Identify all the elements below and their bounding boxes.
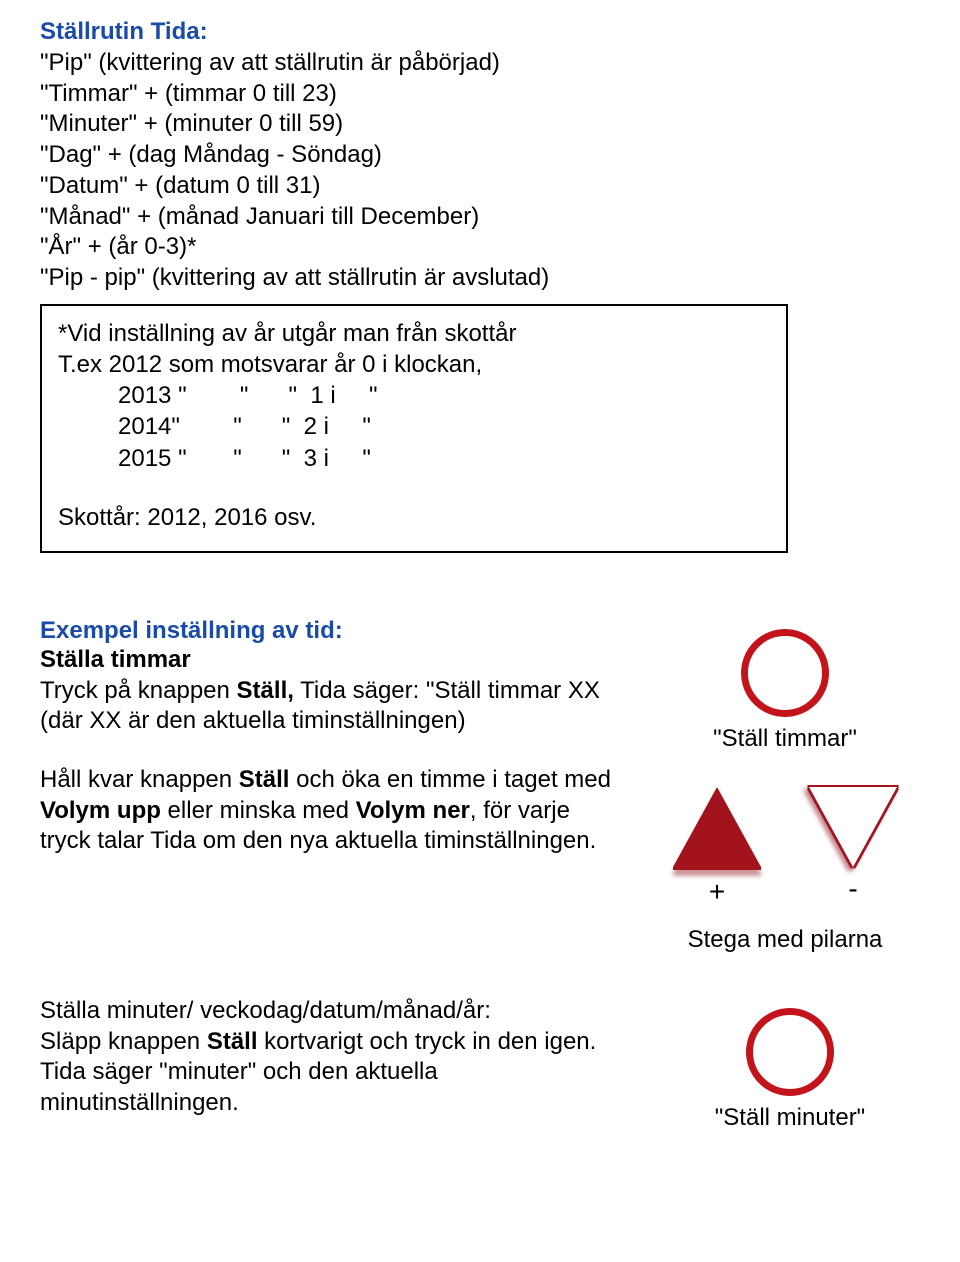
text: Tryck på knappen bbox=[40, 677, 237, 704]
text: Släpp knappen bbox=[40, 1028, 207, 1055]
triangle-down-icon bbox=[809, 787, 897, 867]
note-box: *Vid inställning av år utgår man från sk… bbox=[40, 304, 788, 553]
routine-line: "År" + (år 0-3)* bbox=[40, 232, 920, 263]
box-line: 2014" " " 2 i " bbox=[58, 411, 770, 442]
circle-caption-2: "Ställ minuter" bbox=[715, 1104, 865, 1132]
plus-label: + bbox=[709, 876, 725, 908]
box-line: T.ex 2012 som motsvarar år 0 i klockan, bbox=[58, 349, 770, 380]
box-line: 2013 " " " 1 i " bbox=[58, 380, 770, 411]
routine-line: "Datum" + (datum 0 till 31) bbox=[40, 171, 920, 202]
routine-line: "Dag" + (dag Måndag - Söndag) bbox=[40, 140, 920, 171]
minus-label: - bbox=[848, 873, 857, 905]
circle-caption: "Ställ timmar" bbox=[713, 725, 857, 753]
text-bold: Ställ, bbox=[237, 677, 294, 704]
arrows-caption: Stega med pilarna bbox=[688, 926, 883, 954]
circle-icon bbox=[741, 629, 829, 717]
example-subheading: Ställa timmar bbox=[40, 645, 620, 676]
routine-line: "Månad" + (månad Januari till December) bbox=[40, 202, 920, 233]
arrows-row: + - bbox=[673, 787, 897, 908]
routine-line: "Timmar" + (timmar 0 till 23) bbox=[40, 79, 920, 110]
document-page: Ställrutin Tida: "Pip" (kvittering av at… bbox=[0, 0, 960, 1162]
text-bold: Ställ bbox=[207, 1028, 258, 1055]
text-bold: Volym ner bbox=[356, 797, 470, 824]
main-heading: Ställrutin Tida: bbox=[40, 18, 920, 46]
routine-line: "Pip" (kvittering av att ställrutin är p… bbox=[40, 48, 920, 79]
routine-line: "Pip - pip" (kvittering av att ställruti… bbox=[40, 263, 920, 294]
text: och öka en timme i taget med bbox=[289, 766, 611, 793]
minutes-heading: Ställa minuter/ veckodag/datum/månad/år: bbox=[40, 996, 620, 1027]
controls-column: "Ställ timmar" + - Stega med pilarna bbox=[620, 617, 920, 954]
text: eller minska med bbox=[161, 797, 356, 824]
text-bold: Volym upp bbox=[40, 797, 161, 824]
circle-icon bbox=[746, 1008, 834, 1096]
example-heading: Exempel inställning av tid: bbox=[40, 617, 620, 645]
box-line: 2015 " " " 3 i " bbox=[58, 443, 770, 474]
text-bold: Ställ bbox=[239, 766, 290, 793]
arrow-down-col: - bbox=[809, 787, 897, 905]
example-text-column: Exempel inställning av tid: Ställa timma… bbox=[40, 617, 620, 954]
example-para-2: Håll kvar knappen Ställ och öka en timme… bbox=[40, 765, 620, 857]
minutes-section: Ställa minuter/ veckodag/datum/månad/år:… bbox=[40, 996, 920, 1132]
arrow-up-col: + bbox=[673, 787, 761, 908]
minutes-text-column: Ställa minuter/ veckodag/datum/månad/år:… bbox=[40, 996, 620, 1132]
example-para-1: Tryck på knappen Ställ, Tida säger: "Stä… bbox=[40, 676, 620, 737]
box-line: *Vid inställning av år utgår man från sk… bbox=[58, 318, 770, 349]
text: Håll kvar knappen bbox=[40, 766, 239, 793]
minutes-para: Släpp knappen Ställ kortvarigt och tryck… bbox=[40, 1027, 620, 1119]
routine-line: "Minuter" + (minuter 0 till 59) bbox=[40, 109, 920, 140]
minutes-icon-column: "Ställ minuter" bbox=[620, 996, 920, 1132]
routine-list: "Pip" (kvittering av att ställrutin är p… bbox=[40, 48, 920, 294]
triangle-up-icon bbox=[673, 787, 761, 870]
box-line: Skottår: 2012, 2016 osv. bbox=[58, 502, 770, 533]
example-section: Exempel inställning av tid: Ställa timma… bbox=[40, 617, 920, 954]
